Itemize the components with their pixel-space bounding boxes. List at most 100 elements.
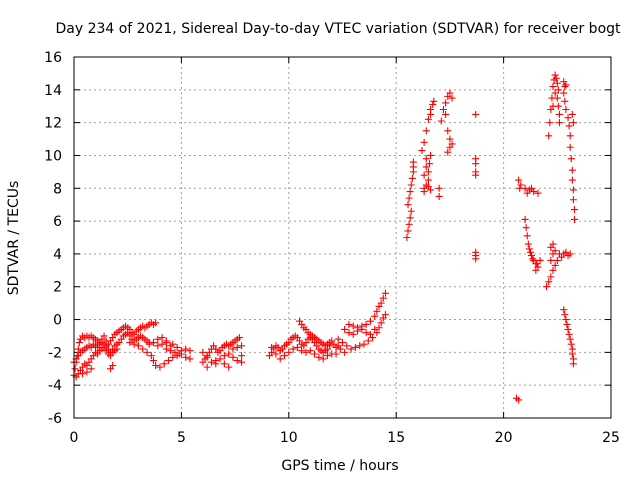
data-point-marker: [366, 330, 374, 338]
data-point-marker: [225, 350, 233, 358]
y-tick-label: 12: [44, 116, 62, 132]
data-points: [70, 71, 578, 404]
data-point-marker: [302, 348, 310, 356]
data-point-marker: [515, 176, 523, 184]
data-point-marker: [422, 163, 430, 171]
data-point-marker: [341, 348, 349, 356]
data-point-marker: [87, 365, 95, 373]
y-tick-label: -6: [48, 411, 62, 427]
data-point-marker: [315, 353, 323, 361]
data-point-marker: [529, 255, 537, 263]
data-point-marker: [199, 348, 207, 356]
x-tick-label: 5: [177, 430, 186, 446]
data-point-marker: [561, 311, 569, 319]
data-point-marker: [545, 278, 553, 286]
data-point-marker: [182, 345, 190, 353]
data-point-marker: [562, 316, 570, 324]
y-tick-label: 14: [44, 83, 62, 99]
data-point-marker: [289, 345, 297, 353]
data-point-marker: [336, 345, 344, 353]
data-point-marker: [427, 151, 435, 159]
data-point-marker: [162, 337, 170, 345]
data-point-marker: [418, 147, 426, 155]
data-point-marker: [536, 256, 544, 264]
data-point-marker: [139, 345, 147, 353]
data-point-marker: [406, 214, 414, 222]
data-point-marker: [71, 365, 79, 373]
data-point-marker: [149, 339, 157, 347]
data-point-marker: [362, 320, 370, 328]
data-point-marker: [435, 192, 443, 200]
data-point-marker: [533, 260, 541, 268]
data-point-marker: [570, 206, 578, 214]
data-point-marker: [272, 350, 280, 358]
data-point-marker: [235, 334, 243, 342]
data-point-marker: [424, 168, 432, 176]
data-point-marker: [229, 353, 237, 361]
data-point-marker: [362, 329, 370, 337]
data-point-marker: [569, 119, 577, 127]
data-point-marker: [543, 283, 551, 291]
x-tick-label: 0: [70, 430, 79, 446]
data-point-marker: [220, 352, 228, 360]
data-point-marker: [515, 396, 523, 404]
data-point-marker: [349, 330, 357, 338]
data-point-marker: [160, 360, 168, 368]
data-point-marker: [424, 176, 432, 184]
data-point-marker: [268, 343, 276, 351]
data-point-marker: [534, 189, 542, 197]
data-point-marker: [323, 352, 331, 360]
data-point-marker: [444, 148, 452, 156]
x-tick-label: 25: [602, 430, 620, 446]
y-tick-label: 16: [44, 50, 62, 66]
data-point-marker: [569, 196, 577, 204]
data-point-marker: [130, 340, 138, 348]
data-point-marker: [404, 201, 412, 209]
data-point-marker: [238, 358, 246, 366]
data-point-marker: [525, 245, 533, 253]
data-point-marker: [343, 342, 351, 350]
data-point-marker: [207, 358, 215, 366]
data-point-marker: [405, 220, 413, 228]
data-point-marker: [555, 119, 563, 127]
data-point-marker: [152, 361, 160, 369]
data-point-marker: [377, 299, 385, 307]
data-point-marker: [238, 342, 246, 350]
data-point-marker: [109, 361, 117, 369]
data-point-marker: [551, 261, 559, 269]
data-point-marker: [570, 215, 578, 223]
data-point-marker: [173, 343, 181, 351]
y-tick-label: 4: [53, 247, 62, 263]
data-point-marker: [408, 174, 416, 182]
data-point-marker: [517, 181, 525, 189]
data-point-marker: [281, 352, 289, 360]
data-point-marker: [563, 320, 571, 328]
data-point-marker: [186, 347, 194, 355]
data-point-marker: [238, 352, 246, 360]
x-axis-label: GPS time / hours: [281, 458, 398, 474]
data-point-marker: [553, 79, 561, 87]
data-point-marker: [225, 363, 233, 371]
data-point-marker: [404, 227, 412, 235]
data-point-marker: [152, 319, 160, 327]
data-point-marker: [298, 347, 306, 355]
data-point-marker: [220, 360, 228, 368]
data-point-marker: [528, 252, 536, 260]
data-point-marker: [420, 138, 428, 146]
data-point-marker: [360, 340, 368, 348]
data-point-marker: [566, 132, 574, 140]
y-tick-label: 2: [53, 280, 62, 296]
data-point-marker: [439, 106, 447, 114]
data-point-marker: [203, 363, 211, 371]
data-point-marker: [526, 248, 534, 256]
data-point-marker: [546, 119, 554, 127]
data-point-marker: [345, 320, 353, 328]
data-point-marker: [564, 114, 572, 122]
data-point-marker: [319, 355, 327, 363]
data-point-marker: [143, 348, 151, 356]
data-point-marker: [532, 266, 540, 274]
x-tick-label: 15: [387, 430, 405, 446]
data-point-marker: [444, 127, 452, 135]
data-point-marker: [216, 355, 224, 363]
